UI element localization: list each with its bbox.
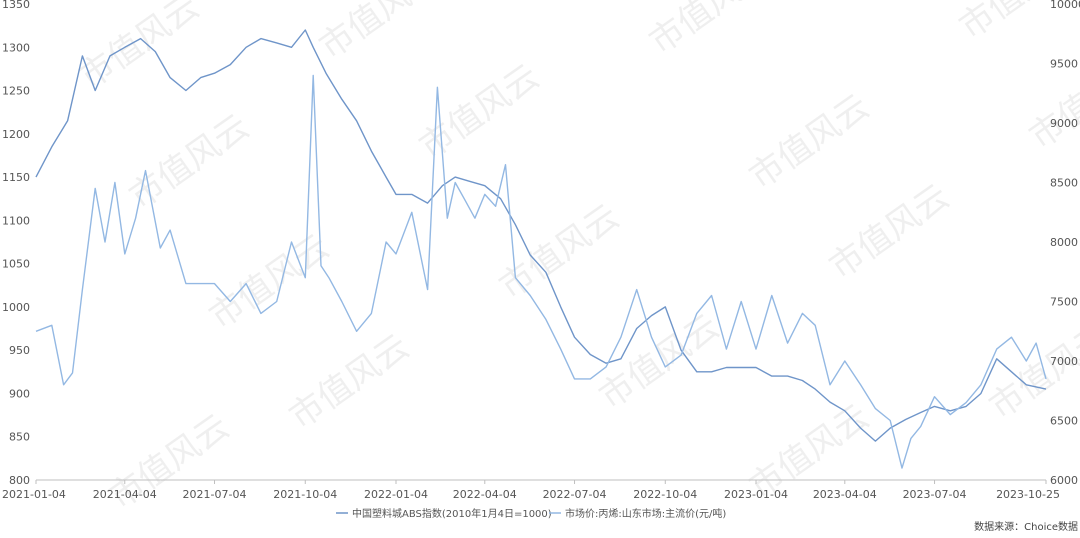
- right-y-tick-label: 7000: [1050, 355, 1078, 368]
- series-layer: [35, 29, 1047, 469]
- left-y-tick-label: 900: [9, 387, 30, 400]
- watermark-text: 市值风云: [312, 0, 446, 67]
- left-y-tick-label: 1300: [2, 41, 30, 54]
- series-line-1: [35, 29, 1047, 442]
- x-tick-label: 2023-07-04: [903, 488, 967, 501]
- watermark-text: 市值风云: [412, 57, 546, 168]
- right-y-tick-label: 9500: [1050, 58, 1078, 71]
- x-tick-label: 2021-07-04: [183, 488, 247, 501]
- watermark-text: 市值风云: [282, 327, 416, 438]
- left-y-tick-label: 1350: [2, 0, 30, 11]
- watermark-text: 市值风云: [122, 107, 256, 218]
- x-tick-label: 2023-04-04: [813, 488, 877, 501]
- left-y-tick-label: 950: [9, 344, 30, 357]
- left-y-tick-label: 1000: [2, 301, 30, 314]
- x-tick-label: 2022-07-04: [543, 488, 607, 501]
- left-y-tick-label: 1150: [2, 171, 30, 184]
- right-y-tick-label: 9000: [1050, 117, 1078, 130]
- x-tick-label: 2021-10-04: [273, 488, 337, 501]
- legend: 中国塑料城ABS指数(2010年1月4日=1000) 市场价:丙烯:山东市场:主流…: [336, 507, 726, 520]
- left-y-tick-label: 1200: [2, 128, 30, 141]
- right-y-tick-label: 6000: [1050, 474, 1078, 487]
- left-y-tick-label: 1050: [2, 258, 30, 271]
- right-y-tick-label: 10000: [1050, 0, 1080, 11]
- left-y-tick-label: 850: [9, 431, 30, 444]
- x-tick-label: 2021-04-04: [93, 488, 157, 501]
- watermark-text: 市值风云: [742, 87, 876, 198]
- watermark-text: 市值风云: [822, 177, 956, 288]
- series-line-2: [35, 74, 1047, 469]
- x-tick-label: 2022-01-04: [364, 488, 428, 501]
- left-y-tick-label: 1250: [2, 85, 30, 98]
- x-tick-label: 2023-01-04: [724, 488, 788, 501]
- left-y-tick-label: 1100: [2, 214, 30, 227]
- watermark-text: 市值风云: [202, 227, 336, 338]
- x-axis: 2021-01-04 2021-04-04 2021-07-04 2021-10-04…: [2, 480, 1060, 501]
- watermark-text: 市值风云: [982, 317, 1080, 428]
- right-y-tick-label: 8000: [1050, 236, 1078, 249]
- x-tick-label: 2023-10-25: [996, 488, 1060, 501]
- legend-label: 市场价:丙烯:山东市场:主流价(元/吨): [565, 507, 726, 520]
- watermark-text: 市值风云: [642, 0, 776, 62]
- x-tick-label: 2022-04-04: [453, 488, 517, 501]
- watermark-text: 市值风云: [492, 197, 626, 308]
- right-y-tick-label: 8500: [1050, 177, 1078, 190]
- x-tick-label: 2021-01-04: [2, 488, 66, 501]
- left-y-tick-label: 800: [9, 474, 30, 487]
- right-y-tick-label: 6500: [1050, 415, 1078, 428]
- left-y-axis: 800 850 900 950 1000 1050 1100 1150 1200 1250 1300…: [2, 0, 30, 487]
- right-y-tick-label: 7500: [1050, 296, 1078, 309]
- x-tick-label: 2022-10-04: [633, 488, 697, 501]
- right-y-axis: 6000 6500 7000 7500 8000 8500 9000 9500 10000: [1050, 0, 1080, 487]
- legend-label: 中国塑料城ABS指数(2010年1月4日=1000): [352, 507, 552, 520]
- source-note: 数据来源：Choice数据: [974, 520, 1078, 533]
